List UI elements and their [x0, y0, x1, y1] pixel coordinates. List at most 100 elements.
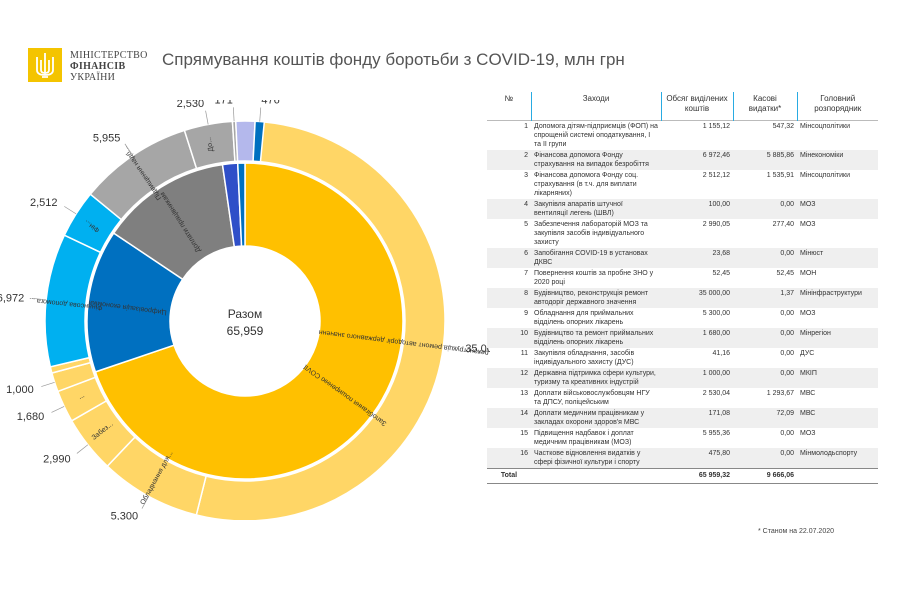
table-row: 6 Запобігання COVID-19 в установах ДКВС 23… — [487, 247, 878, 268]
row-number: 4 — [487, 198, 531, 219]
row-manager: МОЗ — [800, 220, 816, 228]
value-label: 1,000 — [6, 384, 34, 396]
row-manager: МВС — [800, 389, 816, 397]
row-allocated: 2 990,05 — [702, 220, 730, 228]
total-label: Total — [487, 467, 531, 484]
leader-line — [51, 406, 65, 413]
leader-line — [205, 110, 209, 125]
total-empty — [531, 467, 661, 484]
row-measure: Закупівля обладнання, засобів індивідуал… — [534, 349, 635, 366]
row-manager: МКІП — [797, 367, 878, 388]
logo-line-1: МІНІСТЕРСТВО — [70, 50, 148, 61]
row-number: 12 — [487, 367, 531, 388]
header-spent: Касові видатки* — [732, 92, 797, 120]
row-number: 15 — [520, 429, 528, 437]
table-row: 8 Будівництво, реконструкція ремонт автод… — [487, 287, 878, 308]
row-spent: 52,45 — [776, 269, 794, 277]
row-number: 7 — [524, 269, 528, 277]
row-manager: МОЗ — [800, 429, 816, 437]
leader-line — [259, 107, 262, 122]
value-label: 5,300 — [111, 511, 139, 520]
row-manager: ДУС — [800, 349, 815, 357]
value-label: 2,512 — [30, 197, 58, 209]
value-label: 171 — [215, 100, 233, 106]
row-spent: 547,32 — [772, 122, 794, 130]
value-label: 5,955 — [93, 132, 121, 144]
table-header-row: № Заходи Обсяг виділених коштів Касові в… — [487, 92, 878, 120]
row-allocated: 52,45 — [712, 269, 730, 277]
row-number: 3 — [524, 171, 528, 179]
segment-label: ... — [77, 392, 85, 401]
row-allocated: 5 300,00 — [702, 309, 730, 317]
row-allocated: 23,68 — [661, 247, 733, 268]
row-spent: 0,00 — [733, 247, 797, 268]
row-measure: Доплати медичним працівникам у закладах … — [531, 407, 661, 428]
row-allocated: 1 680,00 — [661, 327, 733, 348]
row-number: 9 — [524, 309, 528, 317]
table-row: 2 Фінансова допомога Фонду страхування на… — [487, 149, 878, 170]
leader-line — [64, 206, 77, 215]
trident-logo-icon — [28, 48, 62, 82]
segment-label: До... — [206, 137, 216, 153]
row-number: 8 — [487, 287, 531, 308]
row-spent: 0,00 — [780, 429, 794, 437]
measures-table-container: № Заходи Обсяг виділених коштів Касові в… — [487, 92, 878, 484]
outer-ring-segment — [195, 120, 446, 520]
row-measure: Запобігання COVID-19 в установах ДКВС — [531, 247, 661, 268]
row-spent: 0,00 — [733, 327, 797, 348]
row-measure: Закупівля апаратів штучної вентиляції ле… — [531, 198, 661, 219]
row-manager: МОЗ — [800, 309, 816, 317]
row-allocated: 2 530,04 — [702, 389, 730, 397]
row-manager: МОЗ — [797, 198, 878, 219]
row-allocated: 100,00 — [661, 198, 733, 219]
row-measure: Державна підтримка сфери культури, туриз… — [531, 367, 661, 388]
row-spent: 0,00 — [780, 309, 794, 317]
row-allocated: 35 000,00 — [661, 287, 733, 308]
logo-line-3: УКРАЇНИ — [70, 72, 116, 83]
row-manager: Мінсоцполітики — [800, 171, 850, 179]
table-row: 12 Державна підтримка сфери культури, тур… — [487, 367, 878, 388]
leader-line — [41, 381, 55, 387]
leader-line — [32, 297, 47, 301]
row-allocated: 41,16 — [712, 349, 730, 357]
outer-ring-segment — [252, 120, 266, 163]
row-spent: 5 885,86 — [733, 149, 797, 170]
leader-line — [443, 345, 458, 348]
header-number: № — [504, 94, 514, 103]
row-number: 10 — [487, 327, 531, 348]
row-number: 6 — [487, 247, 531, 268]
sunburst-chart: Будівництво, реконструкція ремонт автодо… — [0, 100, 490, 520]
row-allocated: 475,80 — [661, 447, 733, 468]
row-measure: Будівництво, реконструкція ремонт автодо… — [531, 287, 661, 308]
row-spent: 277,40 — [772, 220, 794, 228]
row-number: 16 — [487, 447, 531, 468]
row-measure: Фінансова допомога Фонду страхування на … — [531, 149, 661, 170]
value-label: 2,530 — [177, 100, 205, 110]
value-label: 476 — [261, 100, 279, 107]
row-number: 1 — [524, 122, 528, 130]
value-label: 6,972 — [0, 292, 24, 304]
row-number: 14 — [487, 407, 531, 428]
row-measure: Повернення коштів за пробне ЗНО у 2020 р… — [534, 269, 654, 286]
header-measure: Заходи — [530, 92, 661, 120]
table-row: 14 Доплати медичним працівникам у заклада… — [487, 407, 878, 428]
table-row: 10 Будівництво та ремонт приймальних відд… — [487, 327, 878, 348]
row-manager: Мінмолодьспорту — [797, 447, 878, 468]
row-measure: Фінансова допомога Фонду соц. страхуванн… — [534, 171, 639, 197]
row-number: 11 — [520, 349, 528, 357]
row-allocated: 1 155,12 — [702, 122, 730, 130]
measures-table: № Заходи Обсяг виділених коштів Касові в… — [487, 92, 878, 484]
leader-line — [141, 496, 150, 509]
table-row: 15 Підвищення надбавок і доплат медичним … — [487, 428, 878, 448]
row-spent: 1 293,67 — [766, 389, 794, 397]
total-empty-2 — [797, 467, 878, 484]
row-manager: Мінюст — [797, 247, 878, 268]
table-row: 5 Забезпечення лабораторій МОЗ та закупів… — [487, 219, 878, 248]
row-measure: Допомога дітям-підприємців (ФОП) на спро… — [534, 122, 658, 148]
row-number: 13 — [520, 389, 528, 397]
row-allocated: 1 000,00 — [661, 367, 733, 388]
row-manager: Мінекономіки — [797, 149, 878, 170]
table-row: 16 Часткове відновлення видатків у сфері … — [487, 447, 878, 468]
table-row: 7 Повернення коштів за пробне ЗНО у 2020 … — [487, 268, 878, 288]
row-measure: Будівництво та ремонт приймальних відділ… — [531, 327, 661, 348]
